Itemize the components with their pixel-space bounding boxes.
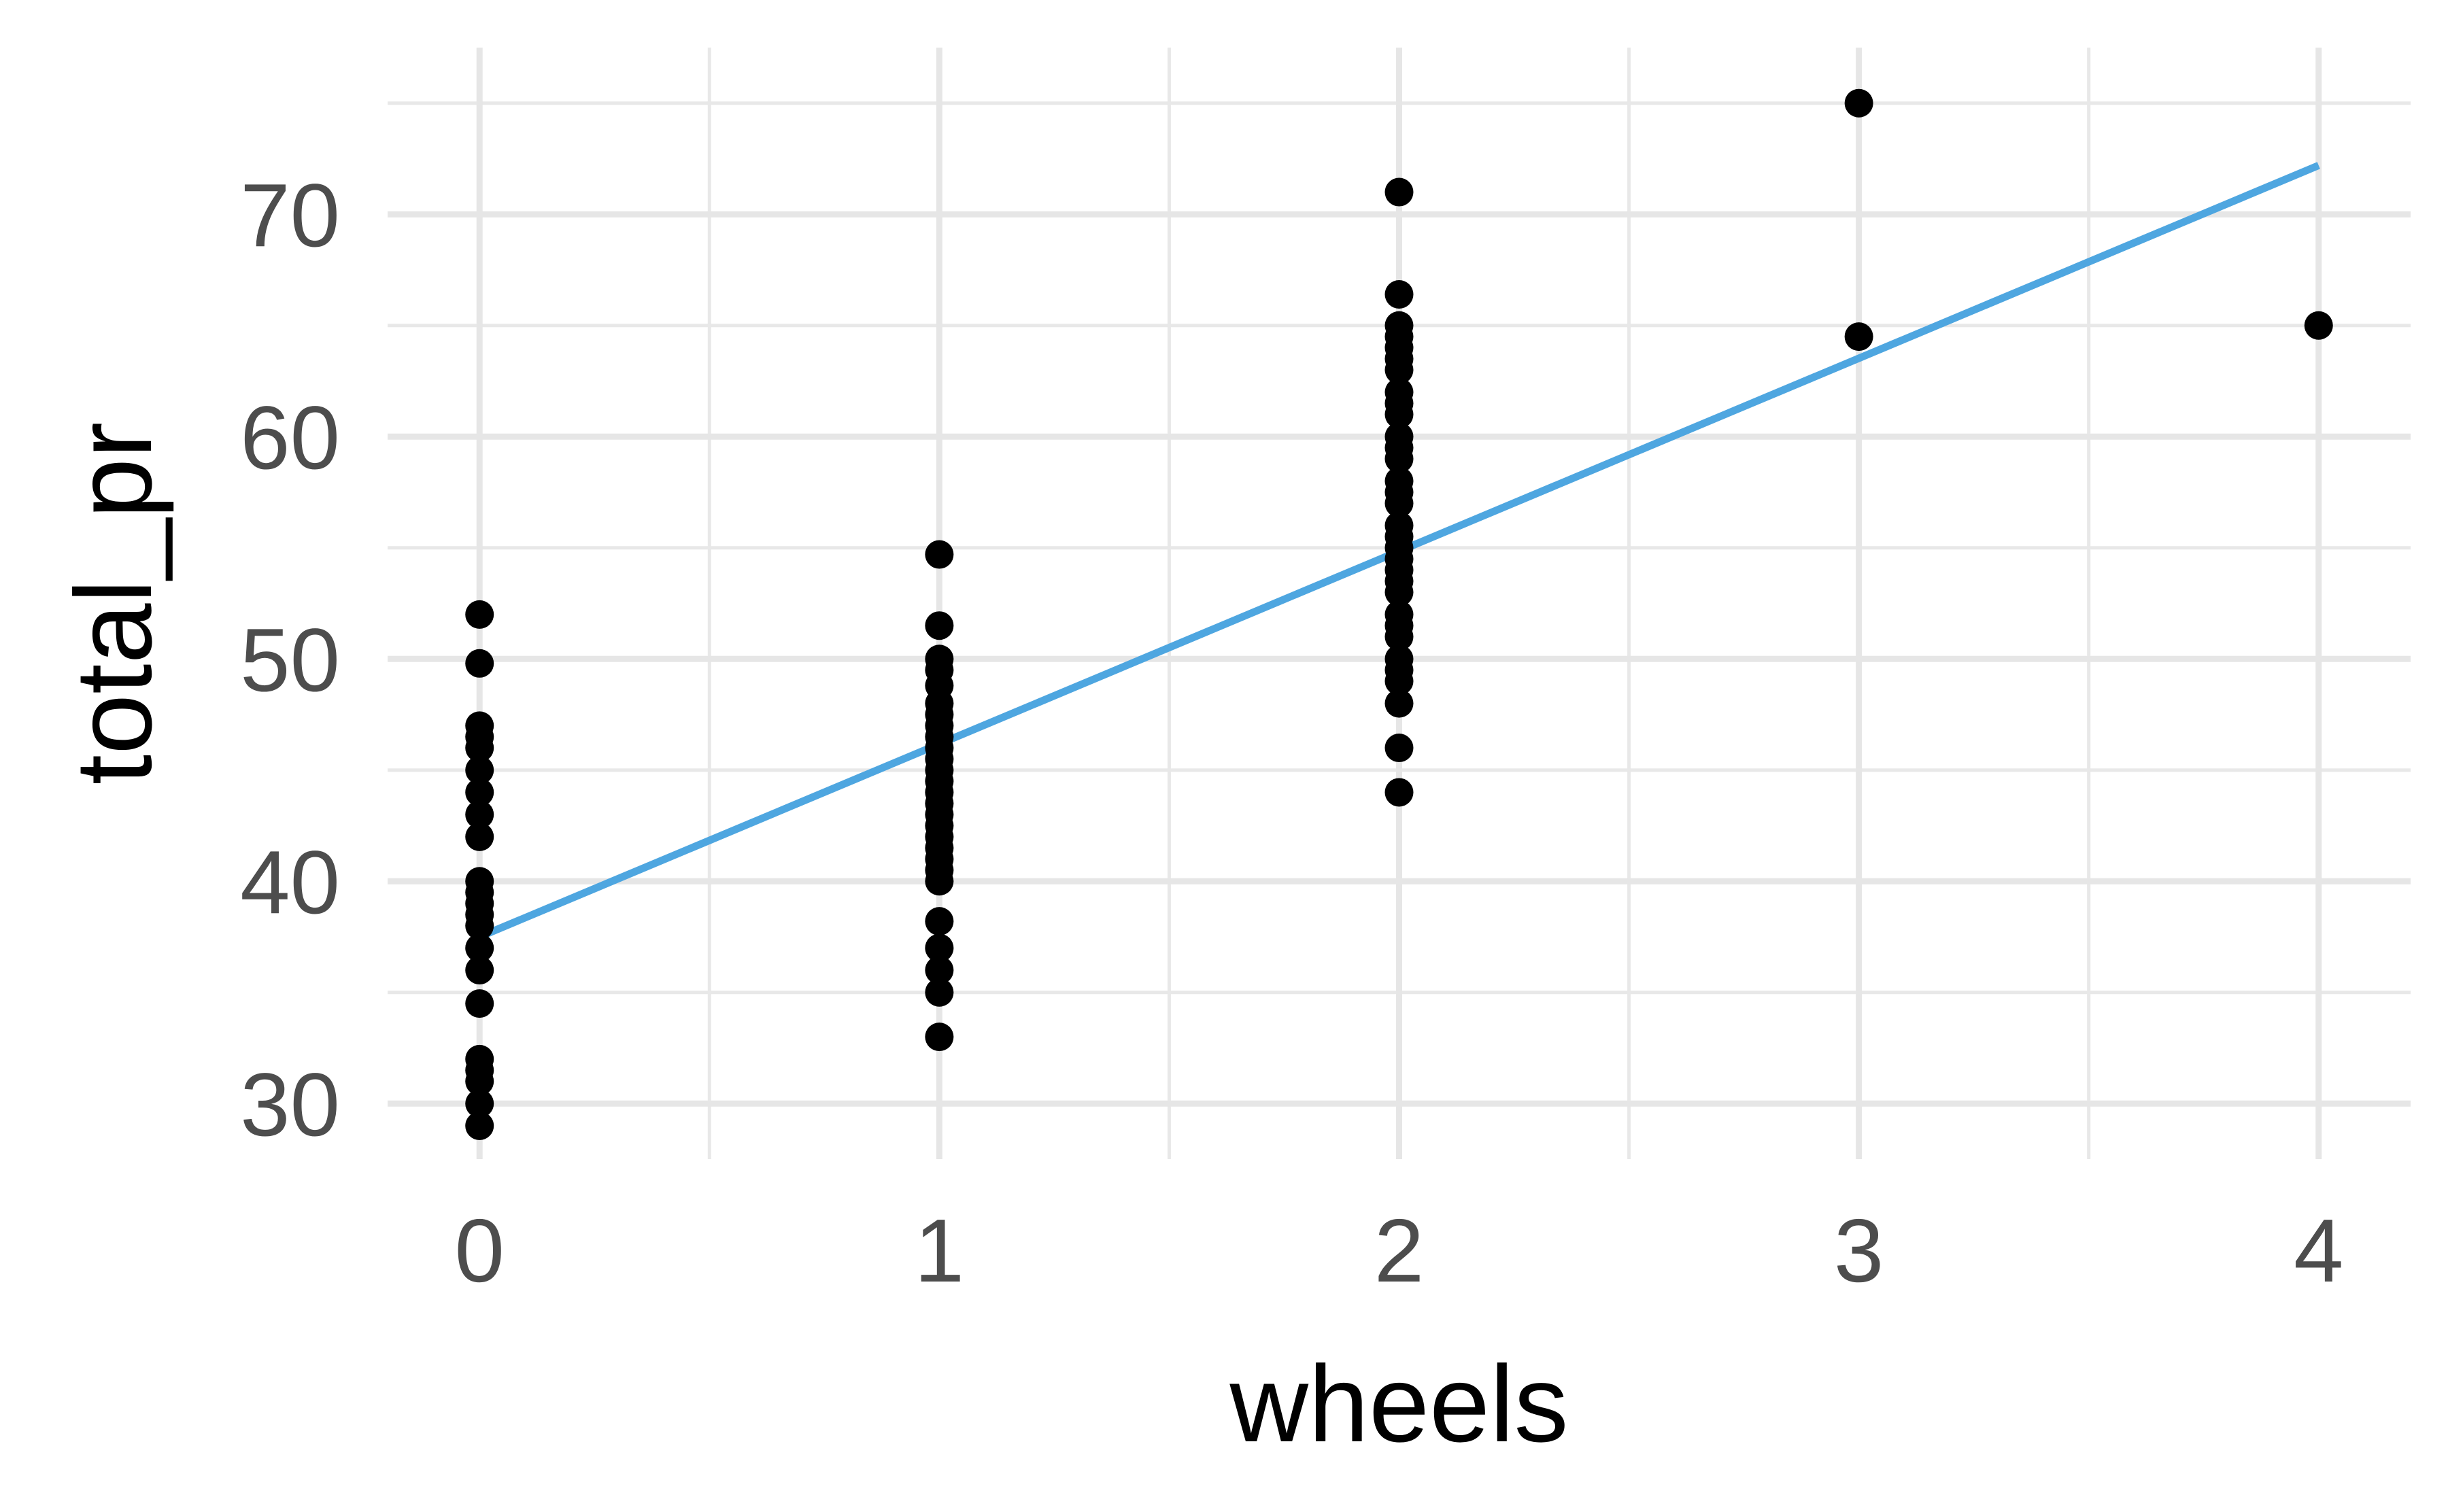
y-tick-label-1: 40 [240, 832, 340, 932]
x-tick-label-3: 3 [1834, 1201, 1884, 1301]
x-axis-tick-labels: 0 1 2 3 4 [455, 1201, 2344, 1301]
data-point-71 [1384, 578, 1414, 607]
data-point-16 [465, 989, 494, 1018]
data-point-43 [925, 867, 954, 896]
y-tick-label-0: 30 [240, 1054, 340, 1154]
data-point-8 [465, 822, 494, 851]
data-point-81 [1844, 88, 1873, 118]
y-tick-label-3: 60 [240, 388, 340, 487]
data-point-1 [465, 649, 494, 678]
data-point-46 [925, 956, 954, 985]
x-axis-title: wheels [1229, 1343, 1568, 1464]
y-axis-tick-labels: 30 40 50 60 70 [240, 165, 340, 1154]
data-point-79 [1384, 734, 1414, 763]
data-point-49 [1384, 177, 1414, 207]
data-point-78 [1384, 689, 1414, 718]
data-point-13 [465, 911, 494, 940]
data-point-74 [1384, 622, 1414, 651]
data-point-50 [1384, 279, 1414, 309]
data-point-61 [1384, 444, 1414, 473]
data-point-0 [465, 600, 494, 629]
data-point-21 [465, 1111, 494, 1140]
data-point-58 [1384, 400, 1414, 429]
x-tick-label-4: 4 [2294, 1201, 2343, 1301]
data-point-80 [1384, 778, 1414, 807]
data-points [465, 88, 2333, 1140]
data-point-23 [925, 611, 954, 640]
data-point-6 [465, 778, 494, 807]
data-point-19 [465, 1067, 494, 1096]
data-point-44 [925, 907, 954, 936]
data-point-83 [2304, 311, 2333, 340]
data-point-20 [465, 1089, 494, 1118]
data-point-82 [1844, 322, 1873, 351]
data-point-4 [465, 734, 494, 763]
x-tick-label-2: 2 [1374, 1201, 1424, 1301]
data-point-14 [465, 933, 494, 963]
y-tick-label-4: 70 [240, 165, 340, 265]
y-tick-label-2: 50 [240, 610, 340, 710]
data-point-22 [925, 540, 954, 569]
data-point-7 [465, 800, 494, 829]
data-point-45 [925, 933, 954, 963]
x-tick-label-0: 0 [455, 1201, 505, 1301]
x-tick-label-1: 1 [915, 1201, 964, 1301]
y-axis-title: total_pr [52, 422, 174, 785]
data-point-5 [465, 755, 494, 785]
data-point-55 [1384, 356, 1414, 385]
data-point-48 [925, 1023, 954, 1052]
data-point-64 [1384, 489, 1414, 518]
data-point-47 [925, 978, 954, 1007]
data-point-77 [1384, 666, 1414, 695]
data-point-15 [465, 956, 494, 985]
